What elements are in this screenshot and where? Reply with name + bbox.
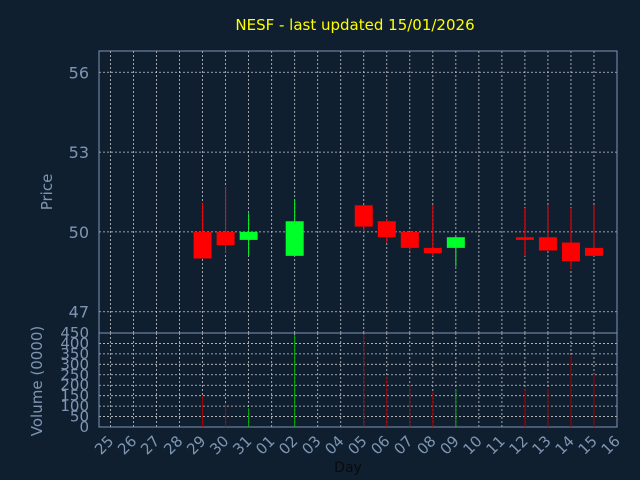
price-tick-labels: 47 50 53 56 bbox=[69, 63, 89, 321]
candle-body bbox=[400, 231, 419, 248]
candle-body bbox=[423, 247, 442, 254]
volume-tick-label: 100 bbox=[60, 397, 89, 415]
volume-tick-label: 50 bbox=[70, 408, 89, 426]
price-tick-label: 50 bbox=[69, 223, 89, 242]
chart-title: NESF - last updated 15/01/2026 bbox=[235, 16, 474, 34]
candle-body bbox=[285, 221, 304, 256]
price-tick-label: 53 bbox=[69, 143, 89, 162]
candle-body bbox=[239, 231, 258, 240]
candle-body bbox=[538, 237, 557, 251]
volume-axis-label: Volume (0000) bbox=[28, 326, 46, 436]
price-axis-label: Price bbox=[38, 174, 56, 211]
price-tick-label: 47 bbox=[69, 303, 89, 322]
volume-tick-label: 0 bbox=[79, 418, 89, 436]
candle-body bbox=[377, 221, 396, 238]
candle-body bbox=[561, 242, 580, 262]
volume-tick-label: 350 bbox=[60, 345, 89, 363]
price-grid bbox=[99, 51, 618, 333]
volume-tick-label: 200 bbox=[60, 376, 89, 394]
candle-body bbox=[446, 237, 465, 248]
day-axis-label: Day bbox=[334, 460, 362, 476]
volume-tick-label: 300 bbox=[60, 355, 89, 373]
volume-tick-label: 250 bbox=[60, 366, 89, 384]
volume-tick-label: 150 bbox=[60, 387, 89, 405]
volume-bars bbox=[202, 334, 595, 427]
candle-body bbox=[515, 237, 534, 240]
volume-panel-frame bbox=[98, 332, 618, 428]
candle-body bbox=[193, 231, 212, 259]
candle-body bbox=[584, 247, 603, 256]
volume-tick-label: 450 bbox=[60, 324, 89, 342]
candle-body bbox=[216, 231, 235, 246]
candles bbox=[193, 186, 603, 270]
price-tick-label: 56 bbox=[69, 63, 89, 82]
candle-body bbox=[354, 205, 373, 227]
day-tick-labels: 2526272829303101020304050607080910111213… bbox=[91, 432, 624, 458]
volume-tick-label: 400 bbox=[60, 334, 89, 352]
